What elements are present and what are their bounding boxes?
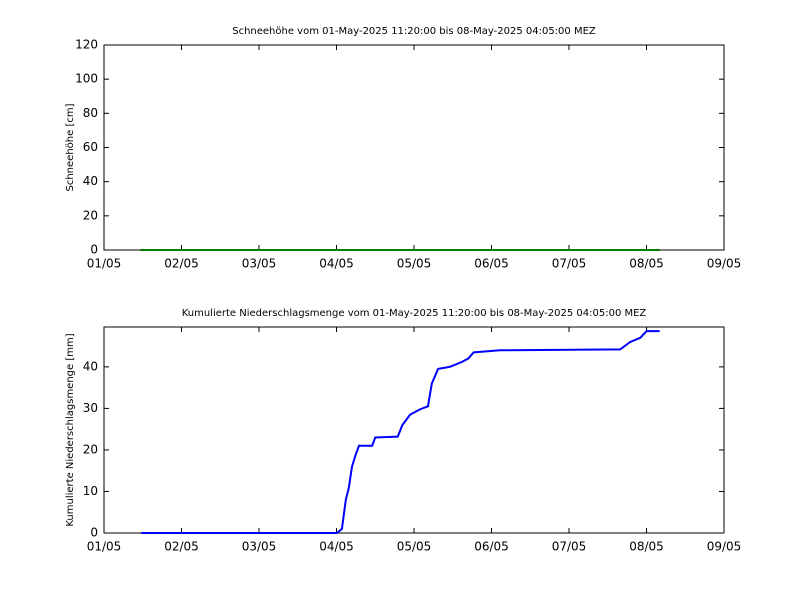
y-tick-label: 120 xyxy=(75,38,98,52)
x-tick-label: 09/05 xyxy=(707,257,742,271)
x-tick-label: 07/05 xyxy=(552,540,587,554)
y-tick-label: 0 xyxy=(90,526,98,540)
axes-box xyxy=(103,326,725,534)
y-tick-label: 40 xyxy=(83,174,98,188)
x-tick-label: 03/05 xyxy=(242,257,277,271)
chart-title: Schneehöhe vom 01-May-2025 11:20:00 bis … xyxy=(232,26,596,37)
x-tick-label: 03/05 xyxy=(242,540,277,554)
x-tick-label: 06/05 xyxy=(474,540,509,554)
y-tick-label: 60 xyxy=(83,140,98,154)
x-tick-label: 05/05 xyxy=(397,540,432,554)
x-tick-label: 09/05 xyxy=(707,540,742,554)
x-tick-label: 06/05 xyxy=(474,257,509,271)
x-tick-label: 04/05 xyxy=(319,257,354,271)
y-tick-label: 100 xyxy=(75,72,98,86)
y-axis-label: Schneehöhe [cm] xyxy=(65,103,76,191)
y-axis-label: Kumulierte Niederschlagsmenge [mm] xyxy=(65,333,76,526)
x-tick-label: 01/05 xyxy=(87,540,122,554)
x-tick-label: 01/05 xyxy=(87,257,122,271)
x-tick-label: 02/05 xyxy=(164,257,199,271)
x-tick-label: 05/05 xyxy=(397,257,432,271)
y-tick-label: 10 xyxy=(83,484,98,498)
y-tick-label: 40 xyxy=(83,359,98,373)
x-tick-label: 02/05 xyxy=(164,540,199,554)
y-tick-label: 80 xyxy=(83,106,98,120)
axes-box xyxy=(103,44,725,251)
y-tick-label: 20 xyxy=(83,208,98,222)
chart-title: Kumulierte Niederschlagsmenge vom 01-May… xyxy=(182,308,647,319)
x-tick-label: 07/05 xyxy=(552,257,587,271)
x-tick-label: 08/05 xyxy=(629,540,664,554)
x-tick-label: 04/05 xyxy=(319,540,354,554)
y-tick-label: 20 xyxy=(83,442,98,456)
y-tick-label: 0 xyxy=(90,243,98,257)
x-tick-label: 08/05 xyxy=(629,257,664,271)
data-line xyxy=(141,330,660,534)
y-tick-label: 30 xyxy=(83,401,98,415)
